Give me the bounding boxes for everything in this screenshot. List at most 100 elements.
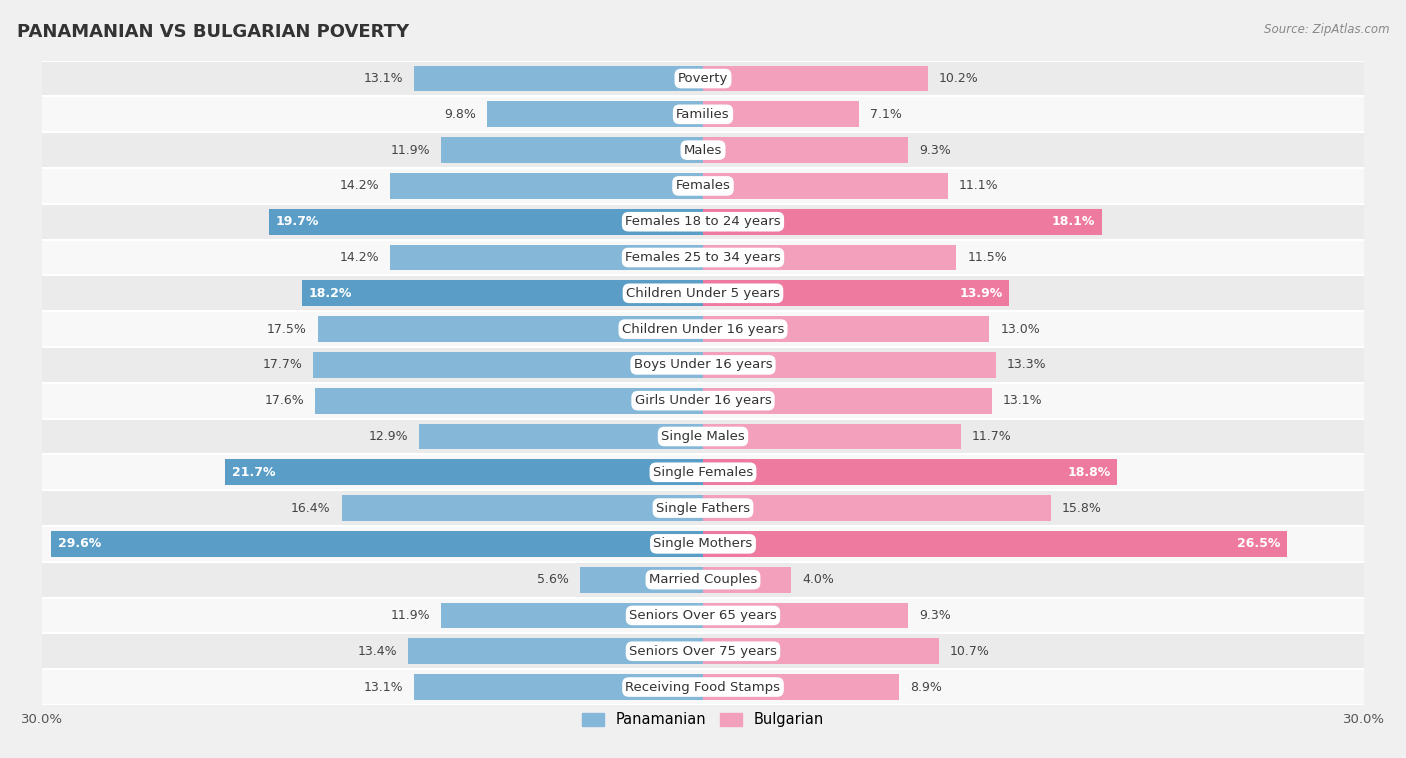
Text: 13.4%: 13.4% <box>357 645 396 658</box>
Bar <box>703 495 1052 521</box>
Text: 11.5%: 11.5% <box>967 251 1007 264</box>
Bar <box>703 173 948 199</box>
Bar <box>42 61 1364 96</box>
Text: Females 18 to 24 years: Females 18 to 24 years <box>626 215 780 228</box>
Text: 18.8%: 18.8% <box>1067 465 1111 479</box>
Text: Males: Males <box>683 143 723 157</box>
Bar <box>42 240 1364 275</box>
Bar <box>42 275 1364 312</box>
Bar <box>51 531 703 557</box>
Text: PANAMANIAN VS BULGARIAN POVERTY: PANAMANIAN VS BULGARIAN POVERTY <box>17 23 409 41</box>
Text: 13.9%: 13.9% <box>959 287 1002 300</box>
Bar <box>269 208 703 234</box>
Text: Boys Under 16 years: Boys Under 16 years <box>634 359 772 371</box>
Text: 9.3%: 9.3% <box>920 609 950 622</box>
Bar <box>703 352 995 377</box>
Text: Single Mothers: Single Mothers <box>654 537 752 550</box>
Bar <box>42 526 1364 562</box>
Bar <box>391 173 703 199</box>
Text: 11.1%: 11.1% <box>959 180 998 193</box>
Text: 17.7%: 17.7% <box>263 359 302 371</box>
Text: 26.5%: 26.5% <box>1237 537 1279 550</box>
Text: 18.2%: 18.2% <box>309 287 352 300</box>
Bar <box>703 459 1118 485</box>
Bar <box>42 312 1364 347</box>
Bar <box>318 316 703 342</box>
Text: Married Couples: Married Couples <box>650 573 756 586</box>
Bar <box>703 280 1010 306</box>
Text: 13.1%: 13.1% <box>1002 394 1042 407</box>
Bar <box>225 459 703 485</box>
Text: Children Under 16 years: Children Under 16 years <box>621 323 785 336</box>
Bar <box>42 454 1364 490</box>
Text: 15.8%: 15.8% <box>1062 502 1102 515</box>
Text: 11.9%: 11.9% <box>391 143 430 157</box>
Text: 8.9%: 8.9% <box>910 681 942 694</box>
Bar <box>703 424 960 449</box>
Text: 4.0%: 4.0% <box>801 573 834 586</box>
Bar <box>42 597 1364 634</box>
Text: 21.7%: 21.7% <box>232 465 276 479</box>
Bar <box>486 102 703 127</box>
Text: 13.1%: 13.1% <box>364 681 404 694</box>
Text: 19.7%: 19.7% <box>276 215 319 228</box>
Text: Girls Under 16 years: Girls Under 16 years <box>634 394 772 407</box>
Bar <box>579 567 703 593</box>
Bar <box>441 137 703 163</box>
Text: 18.1%: 18.1% <box>1052 215 1095 228</box>
Text: 10.2%: 10.2% <box>939 72 979 85</box>
Bar <box>703 567 792 593</box>
Bar <box>703 603 908 628</box>
Text: 13.0%: 13.0% <box>1001 323 1040 336</box>
Bar <box>415 674 703 700</box>
Text: 17.5%: 17.5% <box>267 323 307 336</box>
Text: 17.6%: 17.6% <box>264 394 304 407</box>
Bar <box>42 96 1364 132</box>
Bar <box>42 383 1364 418</box>
Bar <box>703 245 956 271</box>
Bar <box>703 137 908 163</box>
Text: Single Fathers: Single Fathers <box>657 502 749 515</box>
Text: 14.2%: 14.2% <box>340 180 380 193</box>
Bar <box>314 352 703 377</box>
Bar <box>42 168 1364 204</box>
Text: 29.6%: 29.6% <box>58 537 101 550</box>
Bar <box>703 102 859 127</box>
Text: 12.9%: 12.9% <box>368 430 408 443</box>
Bar <box>42 132 1364 168</box>
Text: Source: ZipAtlas.com: Source: ZipAtlas.com <box>1264 23 1389 36</box>
Legend: Panamanian, Bulgarian: Panamanian, Bulgarian <box>576 706 830 733</box>
Text: Females: Females <box>675 180 731 193</box>
Bar <box>408 638 703 664</box>
Bar <box>42 562 1364 597</box>
Text: 11.7%: 11.7% <box>972 430 1011 443</box>
Text: Families: Families <box>676 108 730 121</box>
Bar <box>342 495 703 521</box>
Text: Receiving Food Stamps: Receiving Food Stamps <box>626 681 780 694</box>
Text: 14.2%: 14.2% <box>340 251 380 264</box>
Bar <box>703 388 991 414</box>
Text: 7.1%: 7.1% <box>870 108 903 121</box>
Bar <box>703 208 1102 234</box>
Text: Seniors Over 65 years: Seniors Over 65 years <box>628 609 778 622</box>
Bar <box>315 388 703 414</box>
Text: Poverty: Poverty <box>678 72 728 85</box>
Text: 9.8%: 9.8% <box>444 108 477 121</box>
Text: 13.1%: 13.1% <box>364 72 404 85</box>
Bar <box>42 418 1364 454</box>
Text: 11.9%: 11.9% <box>391 609 430 622</box>
Bar <box>415 66 703 92</box>
Bar <box>703 66 928 92</box>
Bar <box>42 669 1364 705</box>
Bar <box>42 490 1364 526</box>
Bar <box>42 204 1364 240</box>
Text: Females 25 to 34 years: Females 25 to 34 years <box>626 251 780 264</box>
Bar <box>419 424 703 449</box>
Text: 10.7%: 10.7% <box>949 645 990 658</box>
Text: Seniors Over 75 years: Seniors Over 75 years <box>628 645 778 658</box>
Text: 13.3%: 13.3% <box>1007 359 1046 371</box>
Bar <box>703 674 898 700</box>
Bar <box>703 531 1286 557</box>
Bar <box>441 603 703 628</box>
Text: 9.3%: 9.3% <box>920 143 950 157</box>
